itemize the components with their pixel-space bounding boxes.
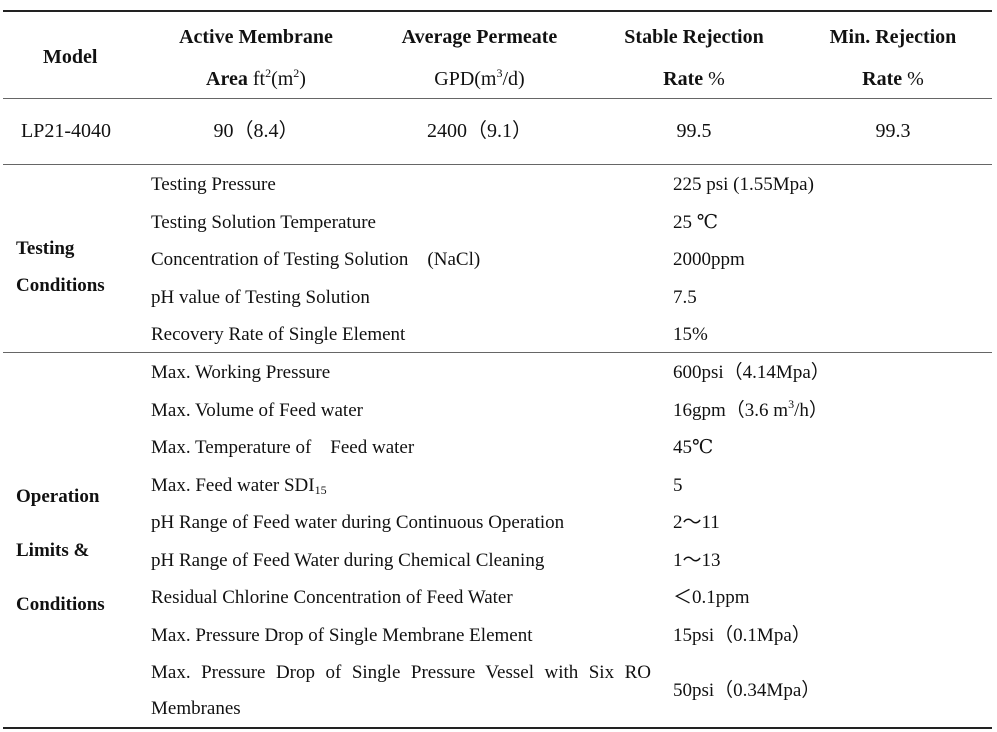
- bottom-rule: [3, 727, 992, 729]
- header-area-unit-a: ft: [247, 68, 266, 90]
- header-area-line2: Area ft2(m2): [150, 66, 362, 90]
- header-stable-line1: Stable Rejection: [624, 26, 764, 48]
- testing-row-value: 2000ppm: [673, 249, 745, 270]
- header-area-unit-b: (m: [271, 68, 294, 90]
- header-model: Model: [43, 46, 98, 68]
- product-model: LP21-4040: [21, 120, 111, 142]
- operation-section-title-line3: Conditions: [16, 594, 105, 615]
- testing-rule: [3, 352, 992, 353]
- header-area-line1: Active Membrane: [179, 26, 333, 48]
- testing-row-label: Recovery Rate of Single Element: [151, 324, 406, 345]
- header-min-line2: Rate %: [800, 68, 986, 90]
- operation-row-value: 2～11: [673, 512, 720, 533]
- operation-section-title-line1: Operation: [16, 486, 100, 507]
- header-permeate-unit-b: /d): [502, 68, 525, 90]
- operation-value-sup: 3: [788, 397, 795, 411]
- operation-label-sub: 15: [314, 483, 327, 497]
- testing-row-label: Concentration of Testing Solution (NaCl): [151, 249, 481, 270]
- header-permeate-unit-a: GPD(m: [434, 68, 497, 90]
- testing-row-value: 7.5: [673, 287, 697, 308]
- operation-row-label: Max. Pressure Drop of Single Membrane El…: [151, 625, 533, 646]
- header-min-rate: Rate: [862, 68, 903, 90]
- testing-row-label: pH value of Testing Solution: [151, 287, 370, 308]
- testing-row-value: 225 psi (1.55Mpa): [673, 174, 814, 195]
- operation-row-label: Max. Volume of Feed water: [151, 400, 363, 421]
- operation-row-value: 1～13: [673, 550, 721, 571]
- operation-value-part: /h）: [794, 400, 828, 421]
- top-rule: [3, 10, 992, 12]
- operation-row-value: 45℃: [673, 437, 714, 458]
- operation-row-value: 50psi（0.34Mpa）: [673, 680, 821, 701]
- operation-row-value: 5: [673, 475, 683, 496]
- header-stable-pct: %: [703, 68, 725, 90]
- testing-row-value: 15%: [673, 324, 708, 345]
- operation-label-part: Max. Feed water SDI: [151, 475, 315, 496]
- operation-row-label: pH Range of Feed Water during Chemical C…: [151, 550, 545, 571]
- operation-row-label: pH Range of Feed water during Continuous…: [151, 512, 565, 533]
- testing-section-title-line2: Conditions: [16, 275, 105, 296]
- operation-section-title-line2: Limits &: [16, 540, 90, 561]
- header-permeate-line2: GPD(m3/d): [372, 66, 587, 90]
- operation-row-value: 600psi（4.14Mpa）: [673, 362, 830, 383]
- header-area-sup-a: 2: [265, 66, 272, 80]
- product-permeate: 2400（9.1）: [427, 120, 532, 142]
- product-area: 90（8.4）: [213, 120, 299, 142]
- header-permeate-sup: 3: [496, 66, 503, 80]
- operation-row-value: 15psi（0.1Mpa）: [673, 625, 811, 646]
- header-permeate-line1: Average Permeate: [401, 26, 558, 48]
- operation-value-part: 16gpm（3.6 m: [673, 400, 789, 421]
- header-stable-line2: Rate %: [596, 68, 792, 90]
- header-min-line1: Min. Rejection: [829, 26, 957, 48]
- header-rule: [3, 98, 992, 99]
- operation-row-value: ＜0.1ppm: [673, 587, 750, 608]
- testing-row-value: 25 ℃: [673, 212, 719, 233]
- operation-row-value: 16gpm（3.6 m3/h）: [673, 397, 828, 422]
- header-area-sup-b: 2: [293, 66, 300, 80]
- header-stable-rate: Rate: [663, 68, 704, 90]
- testing-row-label: Testing Solution Temperature: [151, 212, 376, 233]
- product-rule: [3, 164, 992, 165]
- header-min-pct: %: [902, 68, 924, 90]
- testing-section-title-line1: Testing: [16, 238, 75, 259]
- product-min-rejection: 99.3: [875, 120, 911, 142]
- operation-row-label: Max. Temperature of Feed water: [151, 437, 415, 458]
- operation-row-label: Residual Chlorine Concentration of Feed …: [151, 587, 513, 608]
- operation-row-label-wrapped: Max. Pressure Drop of Single Pressure Ve…: [151, 662, 651, 719]
- testing-row-label: Testing Pressure: [151, 174, 276, 195]
- header-area-prefix: Area: [206, 68, 248, 90]
- header-area-unit-c: ): [299, 68, 306, 90]
- operation-row-label: Max. Working Pressure: [151, 362, 331, 383]
- product-stable-rejection: 99.5: [676, 120, 712, 142]
- operation-row-label: Max. Feed water SDI15: [151, 475, 327, 497]
